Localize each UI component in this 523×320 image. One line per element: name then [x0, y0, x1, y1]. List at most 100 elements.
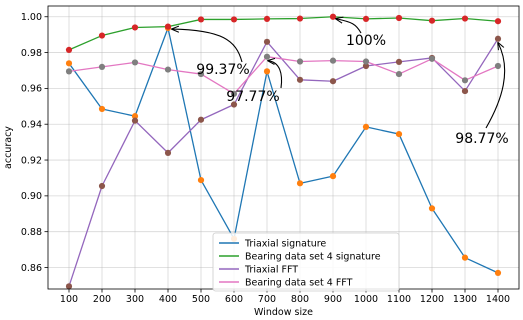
data-point [461, 87, 469, 95]
y-tick-label: 0.86 [21, 263, 42, 274]
y-tick-label: 0.96 [21, 84, 42, 95]
data-point [494, 18, 502, 25]
legend-label-4: Bearing data set 4 FFT [245, 277, 353, 288]
data-point [98, 105, 106, 113]
data-point [131, 59, 139, 66]
series-line-1 [68, 27, 499, 274]
data-point [230, 90, 238, 97]
annotation-label: 99.37% [196, 62, 249, 78]
data-point [263, 68, 271, 75]
x-tick-label: 900 [324, 294, 342, 305]
y-tick-label: 0.98 [21, 48, 42, 59]
y-tick-label: 0.88 [21, 227, 42, 238]
data-point [65, 283, 73, 290]
x-tick-label: 400 [159, 294, 177, 305]
data-point [395, 14, 403, 22]
series-layer [65, 13, 502, 290]
data-point [197, 116, 205, 123]
data-point [296, 76, 304, 83]
data-point [362, 123, 370, 131]
data-point [395, 70, 403, 78]
x-tick-label: 1400 [486, 294, 510, 305]
data-point [197, 176, 205, 184]
annotation-arrow [485, 43, 506, 129]
data-point [296, 15, 304, 22]
data-point [263, 53, 271, 60]
data-point [428, 17, 436, 24]
data-point [362, 58, 370, 65]
x-tick-label: 1200 [420, 294, 444, 305]
data-point [329, 13, 337, 20]
x-tick-label: 500 [192, 294, 210, 305]
y-axis-title: accuracy [3, 126, 14, 169]
data-point [131, 117, 139, 124]
legend: Triaxial signature Bearing data set 4 sig… [212, 232, 400, 292]
series-line-3 [68, 38, 499, 287]
x-axis-title: Window size [254, 307, 313, 318]
data-point [461, 254, 469, 261]
data-point [362, 15, 370, 22]
legend-label-1: Triaxial signature [244, 238, 326, 249]
annotation-label: 98.77% [455, 131, 508, 147]
x-tick-label: 100 [60, 294, 78, 305]
data-point [65, 60, 73, 67]
data-point [428, 55, 436, 62]
y-tick-label: 1.00 [21, 12, 42, 23]
annotation-label: 100% [346, 33, 386, 49]
data-point [98, 63, 106, 70]
y-tick-label: 0.92 [21, 155, 42, 166]
data-point [329, 57, 337, 64]
data-point [494, 35, 502, 42]
x-tick-label: 200 [93, 294, 111, 305]
x-tick-label: 1100 [387, 294, 411, 305]
data-point [164, 23, 172, 30]
data-point [461, 15, 469, 22]
data-point [131, 24, 139, 31]
axes-layer: 100 200 300 400 500 600 700 800 900 1000 1100 1200 1… [3, 5, 520, 318]
data-point [395, 58, 403, 65]
x-tick-label: 700 [258, 294, 276, 305]
y-tick-label: 0.94 [21, 120, 42, 131]
data-point [296, 58, 304, 65]
annotation-arrow [268, 61, 283, 89]
data-point [263, 15, 271, 22]
data-point [494, 269, 502, 276]
x-tick-label: 1300 [453, 294, 477, 305]
annotation-label: 97.77% [226, 89, 279, 105]
data-point [461, 77, 469, 84]
annotation-layer: 99.37% 97.77% 100% 98.77% [172, 19, 509, 147]
data-point [428, 205, 436, 212]
data-point [296, 180, 304, 187]
y-tick-label: 0.90 [21, 191, 42, 202]
series-line-2 [68, 16, 499, 51]
data-point [65, 68, 73, 75]
data-point [164, 66, 172, 73]
data-point [65, 46, 73, 53]
data-point [164, 149, 172, 156]
x-tick-label: 1000 [354, 294, 378, 305]
annotation-arrow [336, 19, 362, 34]
data-point [329, 173, 337, 180]
data-point [230, 101, 238, 108]
data-point [230, 16, 238, 23]
grid-layer [48, 6, 519, 289]
x-tick-label: 300 [126, 294, 144, 305]
x-tick-label: 600 [225, 294, 243, 305]
annotation-arrow [172, 29, 243, 63]
data-point [263, 38, 271, 45]
data-point [131, 113, 139, 120]
data-point [329, 78, 337, 85]
data-point [362, 62, 370, 70]
legend-box [212, 232, 400, 292]
data-point [197, 16, 205, 23]
x-tick-label: 800 [291, 294, 309, 305]
data-point [98, 32, 106, 39]
legend-label-3: Triaxial FFT [244, 264, 298, 275]
data-point [395, 130, 403, 138]
data-point [197, 70, 205, 78]
data-point [494, 62, 502, 70]
legend-label-2: Bearing data set 4 signature [245, 251, 381, 262]
data-point [98, 182, 106, 190]
